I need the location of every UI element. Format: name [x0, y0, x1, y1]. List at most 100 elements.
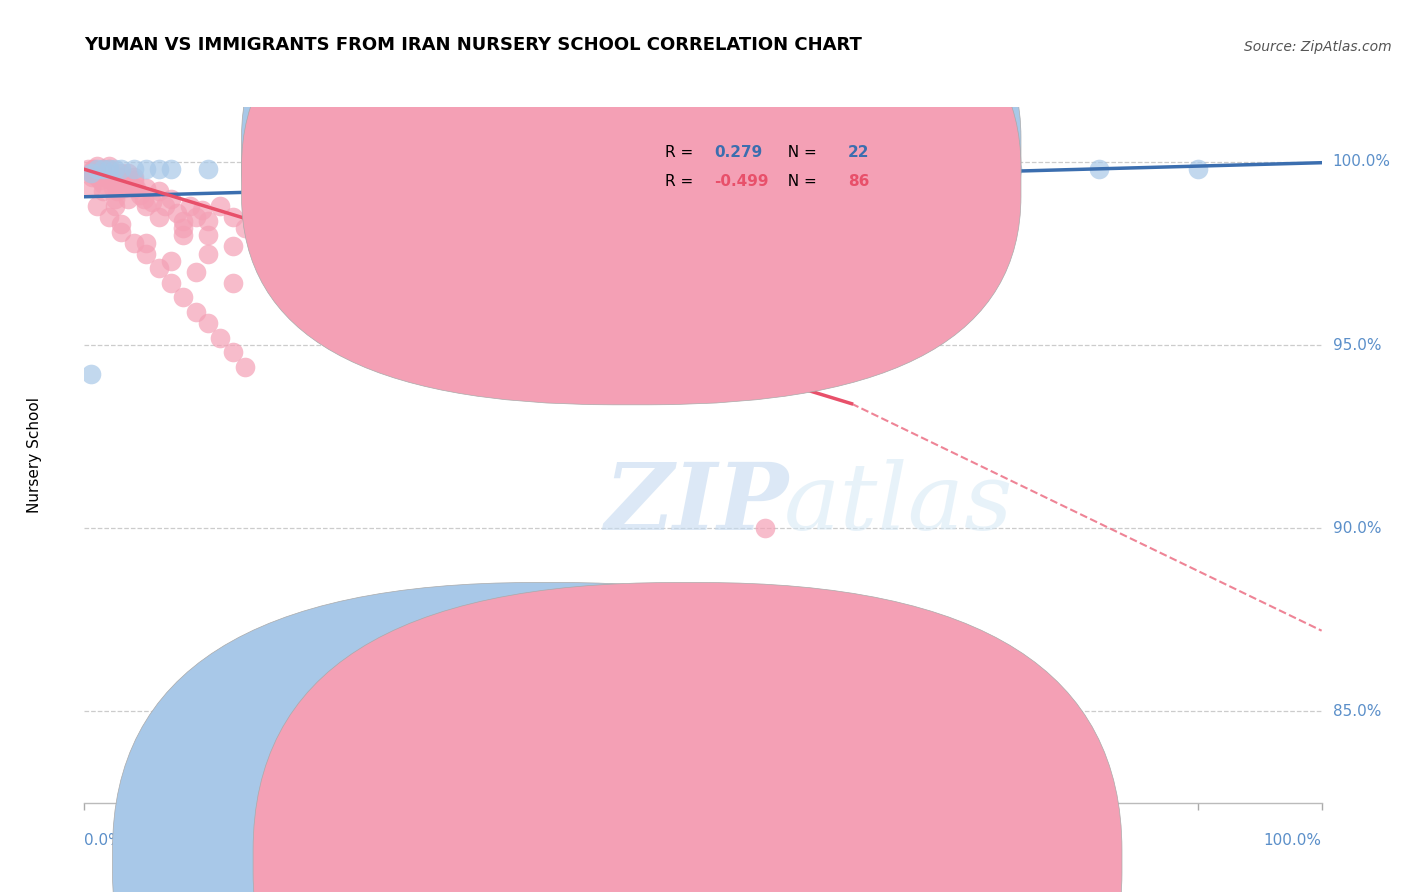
Point	[1187, 162, 1209, 177]
FancyBboxPatch shape	[592, 118, 932, 211]
Point	[184, 265, 207, 279]
Text: R =: R =	[665, 145, 697, 160]
Point	[86, 169, 108, 184]
Text: 90.0%: 90.0%	[1333, 521, 1381, 536]
Point	[222, 345, 245, 359]
Point	[179, 199, 201, 213]
Point	[259, 258, 281, 272]
Text: 0.279: 0.279	[714, 145, 762, 160]
Point	[100, 173, 122, 187]
Point	[295, 265, 318, 279]
Point	[84, 166, 107, 180]
Point	[184, 305, 207, 319]
Point	[79, 368, 101, 382]
Point	[321, 166, 343, 180]
Point	[153, 199, 176, 213]
Text: 100.0%: 100.0%	[1264, 833, 1322, 848]
Point	[77, 162, 100, 177]
Point	[148, 162, 170, 177]
Point	[148, 210, 170, 224]
FancyBboxPatch shape	[242, 0, 1021, 376]
Point	[80, 169, 103, 184]
FancyBboxPatch shape	[242, 0, 1021, 405]
Point	[79, 166, 101, 180]
Point	[172, 228, 194, 243]
Point	[91, 177, 114, 191]
Point	[568, 316, 591, 330]
Point	[346, 283, 368, 297]
Point	[98, 159, 121, 173]
Point	[246, 217, 269, 231]
Point	[104, 192, 127, 206]
Point	[197, 246, 219, 260]
Point	[122, 173, 145, 187]
Point	[184, 210, 207, 224]
Point	[506, 301, 529, 316]
Point	[222, 210, 245, 224]
Point	[104, 199, 127, 213]
Text: Source: ZipAtlas.com: Source: ZipAtlas.com	[1244, 39, 1392, 54]
Point	[122, 162, 145, 177]
Point	[122, 235, 145, 250]
Point	[86, 162, 108, 177]
Point	[132, 192, 155, 206]
Point	[197, 213, 219, 227]
Point	[98, 169, 121, 184]
Point	[222, 276, 245, 290]
Point	[110, 225, 132, 239]
Point	[1088, 162, 1111, 177]
Point	[98, 162, 121, 177]
Point	[98, 210, 121, 224]
Point	[166, 206, 188, 220]
Point	[91, 162, 114, 177]
Text: 22: 22	[848, 145, 869, 160]
Point	[82, 162, 104, 177]
Text: 86: 86	[848, 174, 869, 189]
Point	[135, 246, 157, 260]
Text: 95.0%: 95.0%	[1333, 337, 1381, 352]
Point	[160, 253, 183, 268]
Point	[135, 235, 157, 250]
Point	[233, 220, 256, 235]
Text: N =: N =	[779, 145, 823, 160]
Point	[630, 327, 652, 342]
Text: YUMAN VS IMMIGRANTS FROM IRAN NURSERY SCHOOL CORRELATION CHART: YUMAN VS IMMIGRANTS FROM IRAN NURSERY SC…	[84, 36, 862, 54]
Point	[172, 290, 194, 304]
Point	[108, 169, 131, 184]
Text: 85.0%: 85.0%	[1333, 704, 1381, 719]
Point	[444, 327, 467, 342]
Point	[754, 521, 776, 535]
Point	[148, 184, 170, 198]
Point	[295, 173, 318, 187]
Point	[172, 220, 194, 235]
Point	[86, 159, 108, 173]
Point	[79, 166, 101, 180]
Point	[105, 184, 128, 198]
Point	[110, 166, 132, 180]
Point	[197, 162, 219, 177]
Point	[104, 177, 127, 191]
Point	[233, 359, 256, 374]
Text: ZIP: ZIP	[605, 458, 789, 549]
Point	[110, 162, 132, 177]
Point	[122, 169, 145, 184]
Point	[259, 246, 281, 260]
Point	[197, 316, 219, 330]
Point	[815, 162, 838, 177]
Point	[160, 276, 183, 290]
Point	[96, 166, 118, 180]
Point	[148, 261, 170, 276]
Point	[91, 162, 114, 177]
Text: Immigrants from Iran: Immigrants from Iran	[710, 854, 873, 868]
Point	[222, 239, 245, 253]
Text: Nursery School: Nursery School	[27, 397, 42, 513]
Point	[79, 180, 101, 194]
Point	[110, 217, 132, 231]
Point	[321, 272, 343, 286]
Point	[135, 180, 157, 194]
Point	[692, 323, 714, 337]
Point	[346, 169, 368, 184]
Point	[120, 177, 142, 191]
Point	[321, 265, 343, 279]
Point	[408, 309, 430, 323]
